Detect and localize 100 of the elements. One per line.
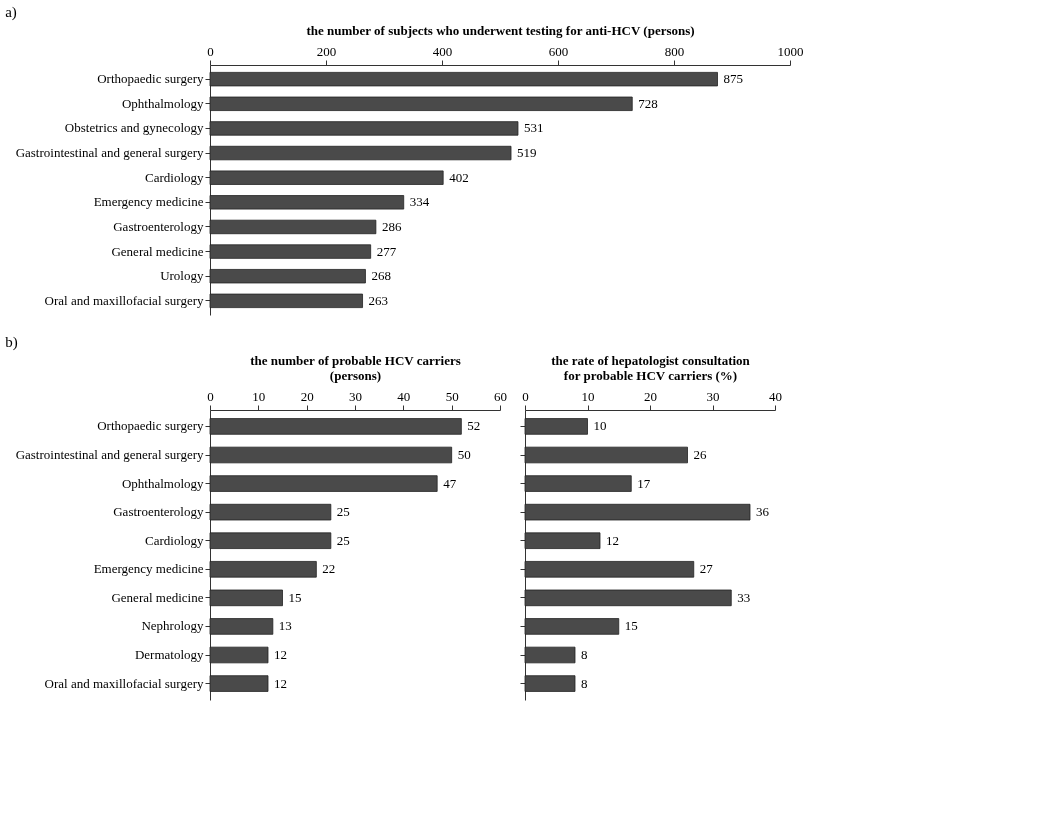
y-tick-label: General medicine [111, 243, 204, 259]
data-label: 13 [278, 618, 292, 634]
bar [209, 418, 462, 435]
x-tick-label: 30 [706, 388, 720, 404]
x-tick-label: 0 [207, 43, 214, 59]
y-tick-label: Ophthalmology [121, 475, 204, 491]
y-tick-label: Emergency medicine [93, 194, 204, 210]
data-label: 27 [699, 561, 714, 577]
y-tick-label: Emergency medicine [93, 561, 204, 577]
data-label: 26 [693, 447, 707, 462]
data-label: 25 [336, 532, 350, 548]
data-label: 334 [409, 194, 430, 210]
x-tick-label: 0 [522, 388, 529, 404]
bar [209, 503, 332, 521]
x-tick-label: 600 [548, 43, 569, 59]
y-tick-label: Orthopaedic surgery [97, 71, 204, 87]
data-label: 531 [523, 120, 544, 136]
y-tick-label: Cardiology [145, 169, 204, 185]
y-tick-label: Cardiology [145, 532, 204, 548]
data-label: 52 [467, 418, 481, 434]
bar [209, 96, 633, 111]
bar [524, 475, 632, 492]
bar [209, 293, 363, 309]
bar [524, 618, 620, 635]
bar [524, 446, 688, 464]
bar [209, 646, 269, 664]
data-label: 268 [371, 268, 391, 284]
data-label: 50 [457, 447, 471, 462]
data-label: 47 [443, 475, 457, 491]
bar [524, 418, 588, 435]
y-tick-label: Oral and maxillofacial surgery [44, 292, 204, 308]
bar [524, 675, 576, 692]
x-tick-label: 60 [494, 388, 507, 404]
y-tick-label: Urology [160, 268, 204, 284]
bar [209, 532, 332, 549]
y-tick-label: Gastrointestinal and general surgery [15, 447, 204, 462]
bar [524, 503, 751, 521]
data-label: 15 [624, 618, 638, 634]
y-tick-label: Dermatology [134, 647, 204, 662]
data-label: 286 [381, 218, 402, 234]
data-label: 263 [368, 292, 389, 308]
y-tick-label: Ophthalmology [121, 95, 204, 111]
data-label: 33 [737, 589, 751, 605]
x-tick-label: 10 [252, 388, 266, 404]
bar [209, 475, 438, 492]
data-label: 10 [593, 418, 607, 434]
x-axis-title: the rate of hepatologist consultation for probable HCV carriers (%) [551, 352, 751, 383]
y-tick-label: Orthopaedic surgery [97, 418, 204, 434]
bar [209, 561, 317, 578]
y-tick-label: Oral and maxillofacial surgery [44, 675, 204, 691]
data-label: 17 [637, 475, 651, 491]
x-tick-label: 1000 [777, 43, 804, 59]
data-label: 36 [756, 504, 770, 520]
text: b) [5, 334, 18, 351]
bar [209, 71, 718, 87]
x-axis-title: the number of probable HCV carriers (persons) [250, 352, 461, 383]
x-tick-label: 400 [432, 43, 453, 59]
data-label: 22 [322, 561, 336, 577]
bar [209, 446, 453, 464]
bar [209, 244, 372, 259]
x-tick-label: 50 [445, 388, 459, 404]
x-tick-label: 800 [664, 43, 685, 59]
x-tick-label: 30 [349, 388, 362, 404]
data-label: 8 [581, 675, 588, 691]
bar [209, 269, 366, 284]
bar [209, 145, 512, 161]
data-label: 519 [517, 145, 537, 161]
text: a) [5, 4, 17, 21]
data-label: 875 [723, 71, 743, 87]
bar [209, 170, 444, 185]
x-tick-label: 20 [300, 388, 314, 404]
bar [209, 219, 377, 235]
x-tick-label: 10 [581, 388, 595, 404]
x-tick-label: 40 [397, 388, 411, 404]
y-tick-label: General medicine [111, 589, 204, 605]
data-label: 728 [638, 95, 658, 111]
x-tick-label: 20 [644, 388, 657, 404]
y-tick-label: Obstetrics and gynecology [64, 120, 204, 136]
bar [209, 195, 405, 210]
x-tick-label: 200 [316, 43, 337, 59]
bar [524, 646, 576, 664]
bar [524, 561, 695, 578]
x-tick-label: 40 [769, 388, 782, 404]
bar [209, 675, 269, 692]
data-label: 12 [606, 532, 619, 548]
bar [209, 121, 519, 136]
bar [524, 532, 601, 549]
y-tick-label: Gastrointestinal and general surgery [15, 145, 204, 161]
x-tick-label: 0 [207, 388, 214, 404]
data-label: 402 [449, 169, 469, 185]
data-label: 277 [376, 243, 397, 259]
y-tick-label: Gastroenterology [113, 504, 204, 520]
bar [209, 589, 283, 607]
y-tick-label: Nephrology [141, 618, 204, 634]
bar [524, 589, 732, 607]
data-label: 8 [581, 647, 588, 662]
data-label: 12 [274, 675, 287, 691]
data-label: 25 [336, 504, 350, 520]
x-axis-title: the number of subjects who underwent testing for anti-HCV (persons) [306, 22, 695, 38]
data-label: 15 [288, 589, 302, 605]
